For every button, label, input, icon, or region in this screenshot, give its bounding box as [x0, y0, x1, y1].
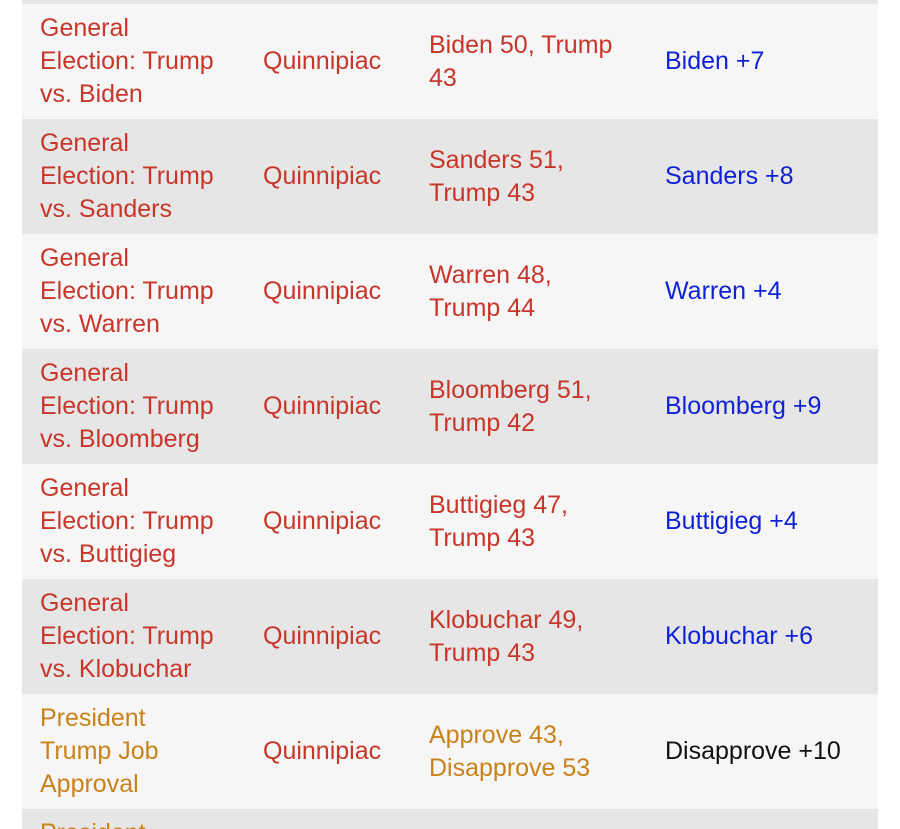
- race-line[interactable]: Election: Trump: [40, 392, 214, 420]
- race-cell[interactable]: General Election: Trump vs. Sanders: [40, 127, 250, 226]
- race-line[interactable]: Trump Job: [40, 737, 159, 765]
- results-line: Trump 44: [429, 293, 536, 322]
- results-line: Biden 50, Trump: [429, 30, 613, 59]
- results-line: Trump 42: [429, 408, 536, 437]
- race-line[interactable]: vs. Sanders: [40, 195, 173, 223]
- race-cell[interactable]: General Election: Trump vs. Warren: [40, 242, 250, 341]
- pollster-cell[interactable]: Quinnipiac: [263, 622, 382, 650]
- pollster-cell[interactable]: Quinnipiac: [263, 277, 382, 305]
- table-row[interactable]: General Election: Trump vs. Klobuchar Qu…: [22, 579, 878, 694]
- spread-cell: Biden +7: [665, 47, 765, 75]
- results-line: Trump 43: [429, 523, 536, 552]
- race-line[interactable]: Election: Trump: [40, 47, 214, 75]
- race-line[interactable]: General: [40, 244, 129, 272]
- race-cell[interactable]: President: [40, 817, 250, 829]
- spread-cell: Buttigieg +4: [665, 507, 798, 535]
- table-row[interactable]: General Election: Trump vs. Biden Quinni…: [22, 4, 878, 119]
- race-line[interactable]: vs. Warren: [40, 310, 160, 338]
- race-cell[interactable]: General Election: Trump vs. Bloomberg: [40, 357, 250, 456]
- results-line: Trump 43: [429, 178, 536, 207]
- results-line: Trump 43: [429, 638, 536, 667]
- results-line: Klobuchar 49,: [429, 605, 584, 634]
- results-cell: Buttigieg 47, Trump 43: [429, 489, 649, 555]
- results-line: Sanders 51,: [429, 145, 564, 174]
- results-cell: Approve 43, Disapprove 53: [429, 719, 649, 785]
- race-line[interactable]: Election: Trump: [40, 277, 214, 305]
- results-line: Bloomberg 51,: [429, 375, 592, 404]
- table-row[interactable]: General Election: Trump vs. Warren Quinn…: [22, 234, 878, 349]
- results-line: Warren 48,: [429, 260, 552, 289]
- results-cell: Warren 48, Trump 44: [429, 259, 649, 325]
- spread-cell: Klobuchar +6: [665, 622, 814, 650]
- race-line[interactable]: Approval: [40, 770, 139, 798]
- pollster-cell[interactable]: Quinnipiac: [263, 392, 382, 420]
- race-line[interactable]: General: [40, 14, 129, 42]
- race-line[interactable]: Election: Trump: [40, 622, 214, 650]
- results-line: 43: [429, 63, 457, 92]
- spread-cell: Bloomberg +9: [665, 392, 822, 420]
- race-cell[interactable]: General Election: Trump vs. Klobuchar: [40, 587, 250, 686]
- table-row[interactable]: General Election: Trump vs. Buttigieg Qu…: [22, 464, 878, 579]
- results-cell: Bloomberg 51, Trump 42: [429, 374, 649, 440]
- race-line[interactable]: vs. Klobuchar: [40, 655, 192, 683]
- race-line[interactable]: vs. Bloomberg: [40, 425, 200, 453]
- race-line[interactable]: General: [40, 359, 129, 387]
- spread-cell: Warren +4: [665, 277, 782, 305]
- table-row[interactable]: General Election: Trump vs. Sanders Quin…: [22, 119, 878, 234]
- race-cell[interactable]: President Trump Job Approval: [40, 702, 250, 801]
- race-line[interactable]: General: [40, 129, 129, 157]
- pollster-cell[interactable]: Quinnipiac: [263, 162, 382, 190]
- pollster-cell[interactable]: Quinnipiac: [263, 737, 382, 765]
- race-cell[interactable]: General Election: Trump vs. Biden: [40, 12, 250, 111]
- table-row[interactable]: General Election: Trump vs. Bloomberg Qu…: [22, 349, 878, 464]
- table-row[interactable]: President Trump Job Approval Quinnipiac …: [22, 694, 878, 809]
- results-cell: Sanders 51, Trump 43: [429, 144, 649, 210]
- race-line[interactable]: Election: Trump: [40, 507, 214, 535]
- results-line: Buttigieg 47,: [429, 490, 568, 519]
- polls-table: General Election: Trump vs. Biden Quinni…: [22, 0, 878, 829]
- race-line[interactable]: Election: Trump: [40, 162, 214, 190]
- results-cell: Klobuchar 49, Trump 43: [429, 604, 649, 670]
- race-cell[interactable]: General Election: Trump vs. Buttigieg: [40, 472, 250, 571]
- pollster-cell[interactable]: Quinnipiac: [263, 507, 382, 535]
- race-line[interactable]: General: [40, 474, 129, 502]
- race-line[interactable]: President: [40, 704, 146, 732]
- pollster-cell[interactable]: Quinnipiac: [263, 47, 382, 75]
- spread-cell: Sanders +8: [665, 162, 794, 190]
- row-divider: [22, 0, 878, 4]
- results-cell: Biden 50, Trump 43: [429, 29, 649, 95]
- results-line: Approve 43,: [429, 720, 564, 749]
- results-line: Disapprove 53: [429, 753, 591, 782]
- spread-cell: Disapprove +10: [665, 737, 841, 765]
- race-line[interactable]: vs. Biden: [40, 80, 143, 108]
- table-row-partial[interactable]: President: [22, 809, 878, 829]
- race-line[interactable]: General: [40, 589, 129, 617]
- race-line[interactable]: vs. Buttigieg: [40, 540, 177, 568]
